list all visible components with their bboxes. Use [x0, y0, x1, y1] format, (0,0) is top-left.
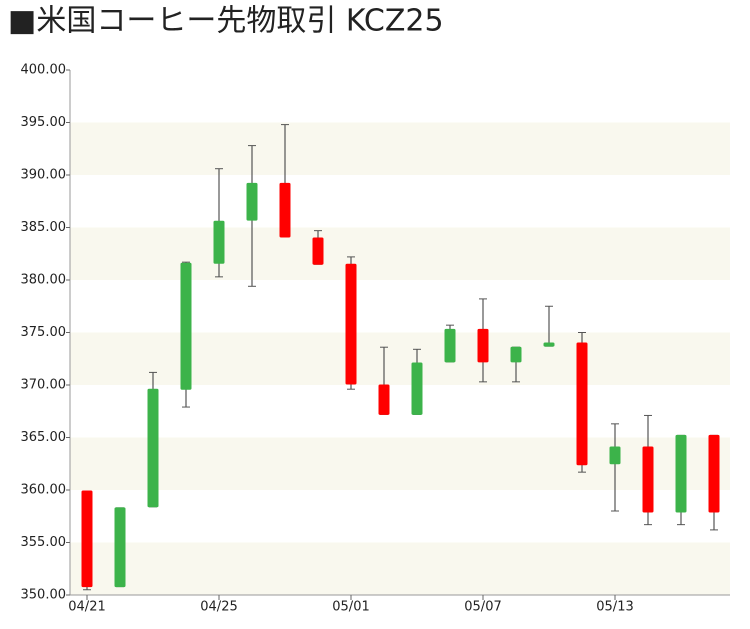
- y-tick-label: 365.00: [21, 430, 67, 445]
- candle-body: [213, 220, 225, 264]
- grid-band: [70, 227, 730, 280]
- x-tick-label: 05/07: [464, 600, 501, 615]
- y-tick-label: 400.00: [21, 63, 67, 78]
- candle-body: [510, 346, 522, 363]
- grid-band: [70, 437, 730, 490]
- y-tick-label: 360.00: [21, 483, 67, 498]
- candle-body: [312, 237, 324, 265]
- candle-body: [81, 490, 93, 588]
- chart-title: ■米国コーヒー先物取引 KCZ25: [8, 4, 444, 39]
- candle-body: [345, 263, 357, 385]
- y-tick-label: 390.00: [21, 168, 67, 183]
- candle-body: [477, 328, 489, 363]
- candle-body: [708, 434, 720, 513]
- y-tick-label: 355.00: [21, 535, 67, 550]
- candle-body: [609, 446, 621, 465]
- y-tick-label: 395.00: [21, 115, 67, 130]
- y-tick-label: 370.00: [21, 378, 67, 393]
- candle-body: [444, 328, 456, 363]
- x-tick-label: 05/01: [332, 600, 369, 615]
- candle-body: [378, 384, 390, 415]
- grid-band: [70, 332, 730, 385]
- grid-band: [70, 542, 730, 595]
- y-tick-label: 385.00: [21, 220, 67, 235]
- candle-body: [576, 342, 588, 466]
- candle-body: [675, 434, 687, 513]
- x-tick-label: 04/21: [68, 600, 105, 615]
- y-tick-label: 375.00: [21, 325, 67, 340]
- candle-body: [411, 362, 423, 415]
- candle-body: [543, 342, 555, 347]
- candle-body: [147, 388, 159, 508]
- y-tick-label: 350.00: [21, 588, 67, 603]
- x-tick-label: 05/13: [596, 600, 633, 615]
- candle-body: [246, 182, 258, 221]
- grid-band: [70, 122, 730, 175]
- candle-body: [642, 446, 654, 513]
- candle-body: [114, 507, 126, 588]
- x-tick-label: 04/25: [200, 600, 237, 615]
- candle-body: [180, 262, 192, 390]
- y-tick-label: 380.00: [21, 273, 67, 288]
- candle-body: [279, 182, 291, 238]
